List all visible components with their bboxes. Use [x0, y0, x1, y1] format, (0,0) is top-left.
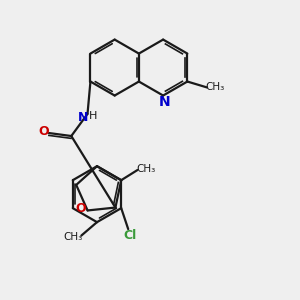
- Text: N: N: [159, 95, 170, 109]
- Text: CH₃: CH₃: [64, 232, 83, 242]
- Text: N: N: [78, 111, 88, 124]
- Text: CH₃: CH₃: [206, 82, 225, 92]
- Text: CH₃: CH₃: [137, 164, 156, 174]
- Text: O: O: [76, 202, 86, 215]
- Text: Cl: Cl: [123, 229, 136, 242]
- Text: O: O: [38, 125, 49, 138]
- Text: H: H: [89, 111, 98, 121]
